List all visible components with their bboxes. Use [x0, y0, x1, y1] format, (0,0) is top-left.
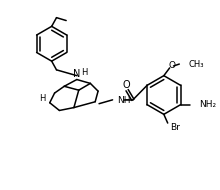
Text: NH₂: NH₂	[199, 100, 216, 109]
Text: NH: NH	[117, 96, 131, 105]
Text: Br: Br	[170, 123, 180, 132]
Text: O: O	[168, 61, 175, 70]
Text: N: N	[73, 69, 81, 79]
Text: H: H	[81, 68, 88, 77]
Text: CH₃: CH₃	[188, 59, 204, 69]
Text: O: O	[122, 80, 130, 90]
Text: H: H	[39, 94, 45, 103]
